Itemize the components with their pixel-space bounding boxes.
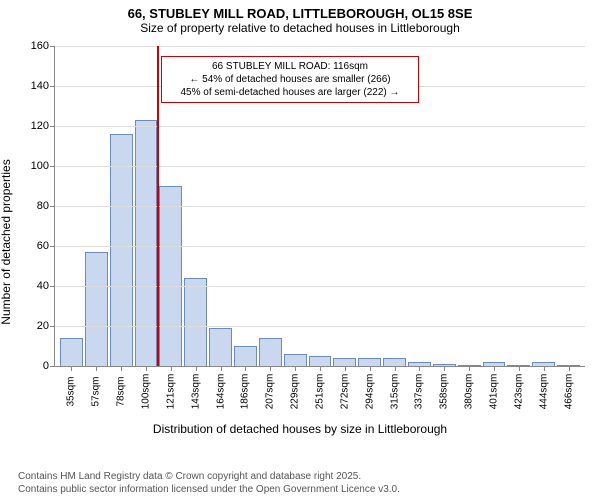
y-tick-label: 160 <box>31 40 55 52</box>
x-tick-label: 35sqm <box>66 376 77 406</box>
x-tick-label: 358sqm <box>439 374 450 410</box>
x-tick-label: 143sqm <box>190 374 201 410</box>
x-tick-mark <box>469 366 470 371</box>
footer-line-1: Contains HM Land Registry data © Crown c… <box>18 471 400 484</box>
x-tick-mark <box>146 366 147 371</box>
grid-line <box>55 46 585 47</box>
plot-area: 35sqm57sqm78sqm100sqm121sqm143sqm164sqm1… <box>54 46 585 367</box>
histogram-bar <box>259 338 282 366</box>
y-tick-label: 60 <box>37 240 55 252</box>
x-tick-label: 337sqm <box>414 374 425 410</box>
histogram-bar <box>135 120 158 366</box>
x-tick-label: 401sqm <box>489 374 500 410</box>
histogram-bar <box>234 346 257 366</box>
title-block: 66, STUBLEY MILL ROAD, LITTLEBOROUGH, OL… <box>0 0 600 35</box>
y-tick-label: 100 <box>31 160 55 172</box>
x-tick-label: 466sqm <box>563 374 574 410</box>
x-tick-mark <box>569 366 570 371</box>
x-tick-mark <box>419 366 420 371</box>
x-tick-mark <box>519 366 520 371</box>
x-tick-mark <box>320 366 321 371</box>
histogram-bar <box>333 358 356 366</box>
grid-line <box>55 206 585 207</box>
x-tick-label: 121sqm <box>165 374 176 410</box>
y-tick-label: 140 <box>31 80 55 92</box>
x-tick-mark <box>71 366 72 371</box>
x-tick-mark <box>544 366 545 371</box>
histogram-bar <box>209 328 232 366</box>
x-tick-mark <box>444 366 445 371</box>
histogram-bar <box>159 186 182 366</box>
grid-line <box>55 326 585 327</box>
chart-container: Number of detached properties 35sqm57sqm… <box>0 42 600 442</box>
x-tick-mark <box>494 366 495 371</box>
x-tick-mark <box>171 366 172 371</box>
x-tick-label: 57sqm <box>91 376 102 406</box>
y-tick-label: 40 <box>37 280 55 292</box>
footer-line-2: Contains public sector information licen… <box>18 484 400 497</box>
histogram-bar <box>284 354 307 366</box>
x-tick-mark <box>245 366 246 371</box>
histogram-bar <box>383 358 406 366</box>
x-tick-mark <box>345 366 346 371</box>
grid-line <box>55 166 585 167</box>
x-tick-label: 164sqm <box>215 374 226 410</box>
x-tick-mark <box>295 366 296 371</box>
x-tick-mark <box>370 366 371 371</box>
y-tick-label: 120 <box>31 120 55 132</box>
histogram-bar <box>309 356 332 366</box>
title-sub: Size of property relative to detached ho… <box>0 21 600 35</box>
histogram-bar <box>184 278 207 366</box>
x-tick-label: 207sqm <box>265 374 276 410</box>
grid-line <box>55 246 585 247</box>
annotation-line: ← 54% of detached houses are smaller (26… <box>168 73 412 86</box>
x-tick-label: 380sqm <box>464 374 475 410</box>
x-tick-mark <box>196 366 197 371</box>
footer-attribution: Contains HM Land Registry data © Crown c… <box>18 471 400 496</box>
x-tick-label: 251sqm <box>315 374 326 410</box>
x-tick-label: 78sqm <box>116 376 127 406</box>
grid-line <box>55 126 585 127</box>
x-tick-mark <box>221 366 222 371</box>
x-tick-label: 100sqm <box>141 374 152 410</box>
y-tick-label: 80 <box>37 200 55 212</box>
x-tick-mark <box>395 366 396 371</box>
x-tick-mark <box>96 366 97 371</box>
annotation-box: 66 STUBLEY MILL ROAD: 116sqm← 54% of det… <box>161 56 419 103</box>
x-tick-label: 315sqm <box>389 374 400 410</box>
reference-line <box>157 46 159 366</box>
histogram-bar <box>85 252 108 366</box>
x-tick-label: 294sqm <box>364 374 375 410</box>
annotation-line: 45% of semi-detached houses are larger (… <box>168 86 412 99</box>
y-axis-label: Number of detached properties <box>0 159 13 324</box>
x-tick-label: 423sqm <box>513 374 524 410</box>
x-axis-label: Distribution of detached houses by size … <box>153 422 447 436</box>
title-main: 66, STUBLEY MILL ROAD, LITTLEBOROUGH, OL… <box>0 6 600 21</box>
y-tick-label: 20 <box>37 320 55 332</box>
x-tick-label: 229sqm <box>290 374 301 410</box>
histogram-bar <box>60 338 83 366</box>
annotation-line: 66 STUBLEY MILL ROAD: 116sqm <box>168 60 412 73</box>
y-tick-label: 0 <box>43 360 55 372</box>
histogram-bar <box>110 134 133 366</box>
x-tick-label: 444sqm <box>538 374 549 410</box>
x-tick-mark <box>270 366 271 371</box>
grid-line <box>55 286 585 287</box>
histogram-bar <box>358 358 381 366</box>
x-tick-label: 186sqm <box>240 374 251 410</box>
x-tick-mark <box>121 366 122 371</box>
x-tick-label: 272sqm <box>339 374 350 410</box>
